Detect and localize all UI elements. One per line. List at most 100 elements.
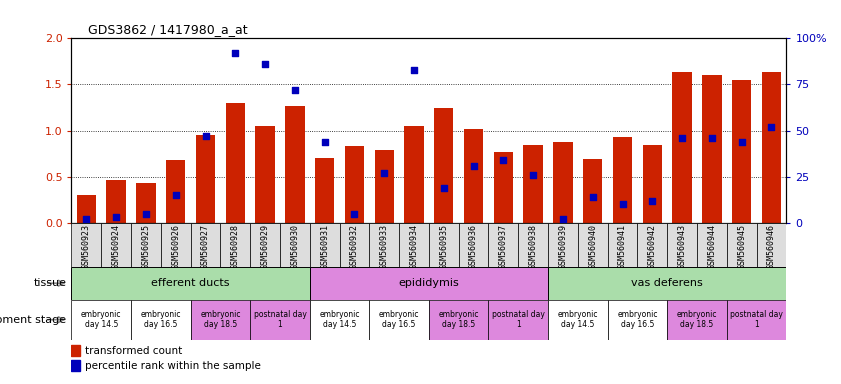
Bar <box>548 300 607 340</box>
Bar <box>71 300 131 340</box>
Bar <box>191 300 251 340</box>
Text: embryonic
day 18.5: embryonic day 18.5 <box>677 310 717 329</box>
Text: GDS3862 / 1417980_a_at: GDS3862 / 1417980_a_at <box>88 23 248 36</box>
Bar <box>166 160 185 223</box>
Text: embryonic
day 14.5: embryonic day 14.5 <box>558 310 598 329</box>
Bar <box>667 300 727 340</box>
Point <box>229 50 242 56</box>
Bar <box>489 300 548 340</box>
Bar <box>225 103 245 223</box>
Text: GSM560939: GSM560939 <box>558 224 568 269</box>
Point <box>378 170 391 176</box>
Bar <box>191 223 220 267</box>
Bar <box>553 142 573 223</box>
Bar <box>489 223 518 267</box>
Point <box>140 210 153 217</box>
Bar <box>727 300 786 340</box>
Text: GSM560934: GSM560934 <box>410 224 419 269</box>
Text: GSM560937: GSM560937 <box>499 224 508 269</box>
Bar <box>220 223 251 267</box>
Point <box>258 61 272 67</box>
Bar <box>369 300 429 340</box>
Bar <box>399 223 429 267</box>
Text: GSM560932: GSM560932 <box>350 224 359 269</box>
Bar <box>315 158 335 223</box>
Bar <box>434 108 453 223</box>
Bar <box>523 145 542 223</box>
Text: embryonic
day 18.5: embryonic day 18.5 <box>200 310 241 329</box>
Text: postnatal day
1: postnatal day 1 <box>492 310 545 329</box>
Bar <box>494 152 513 223</box>
Point <box>288 87 302 93</box>
Text: GSM560926: GSM560926 <box>172 224 180 269</box>
Point <box>556 216 569 222</box>
Text: GSM560935: GSM560935 <box>439 224 448 269</box>
Bar <box>727 223 757 267</box>
Bar <box>643 145 662 223</box>
Point <box>407 67 420 73</box>
Point <box>169 192 182 198</box>
Point <box>526 172 540 178</box>
Text: embryonic
day 18.5: embryonic day 18.5 <box>438 310 479 329</box>
Bar <box>309 300 369 340</box>
Text: development stage: development stage <box>0 314 66 325</box>
Text: embryonic
day 16.5: embryonic day 16.5 <box>617 310 658 329</box>
Text: GSM560931: GSM560931 <box>320 224 329 269</box>
Text: GSM560936: GSM560936 <box>469 224 478 269</box>
Point <box>437 185 451 191</box>
Point <box>109 214 123 220</box>
Text: GSM560942: GSM560942 <box>648 224 657 269</box>
Text: GSM560946: GSM560946 <box>767 224 776 269</box>
Bar <box>251 300 309 340</box>
Bar <box>702 75 722 223</box>
Bar <box>374 150 394 223</box>
Bar <box>251 223 280 267</box>
Text: transformed count: transformed count <box>85 346 182 356</box>
Text: embryonic
day 16.5: embryonic day 16.5 <box>140 310 181 329</box>
Bar <box>607 223 637 267</box>
Text: GSM560933: GSM560933 <box>380 224 389 269</box>
Bar <box>732 80 751 223</box>
Bar <box>71 360 80 371</box>
Bar <box>256 126 275 223</box>
Bar <box>101 223 131 267</box>
Text: GSM560929: GSM560929 <box>261 224 270 269</box>
Bar <box>637 223 667 267</box>
Bar <box>583 159 602 223</box>
Text: GSM560928: GSM560928 <box>230 224 240 269</box>
Bar <box>548 223 578 267</box>
Bar <box>548 267 786 300</box>
Bar <box>71 345 80 356</box>
Text: GSM560927: GSM560927 <box>201 224 210 269</box>
Text: embryonic
day 14.5: embryonic day 14.5 <box>81 310 121 329</box>
Bar <box>613 137 632 223</box>
Text: postnatal day
1: postnatal day 1 <box>730 310 783 329</box>
Bar <box>757 223 786 267</box>
Text: tissue: tissue <box>34 278 66 288</box>
Text: GSM560940: GSM560940 <box>588 224 597 269</box>
Bar <box>518 223 548 267</box>
Text: GSM560944: GSM560944 <box>707 224 717 269</box>
Point <box>586 194 600 200</box>
Bar <box>280 223 309 267</box>
Text: embryonic
day 16.5: embryonic day 16.5 <box>379 310 420 329</box>
Point <box>347 210 361 217</box>
Bar <box>369 223 399 267</box>
Point <box>675 135 689 141</box>
Bar <box>405 126 424 223</box>
Text: GSM560923: GSM560923 <box>82 224 91 269</box>
Text: postnatal day
1: postnatal day 1 <box>253 310 306 329</box>
Point <box>497 157 510 163</box>
Bar <box>464 129 484 223</box>
Text: GSM560925: GSM560925 <box>141 224 151 269</box>
Text: vas deferens: vas deferens <box>632 278 703 288</box>
Text: embryonic
day 14.5: embryonic day 14.5 <box>320 310 360 329</box>
Bar <box>309 267 548 300</box>
Point <box>80 216 93 222</box>
Text: GSM560945: GSM560945 <box>738 224 746 269</box>
Text: efferent ducts: efferent ducts <box>151 278 230 288</box>
Bar <box>345 146 364 223</box>
Text: GSM560924: GSM560924 <box>112 224 120 269</box>
Bar <box>667 223 697 267</box>
Point <box>198 133 212 139</box>
